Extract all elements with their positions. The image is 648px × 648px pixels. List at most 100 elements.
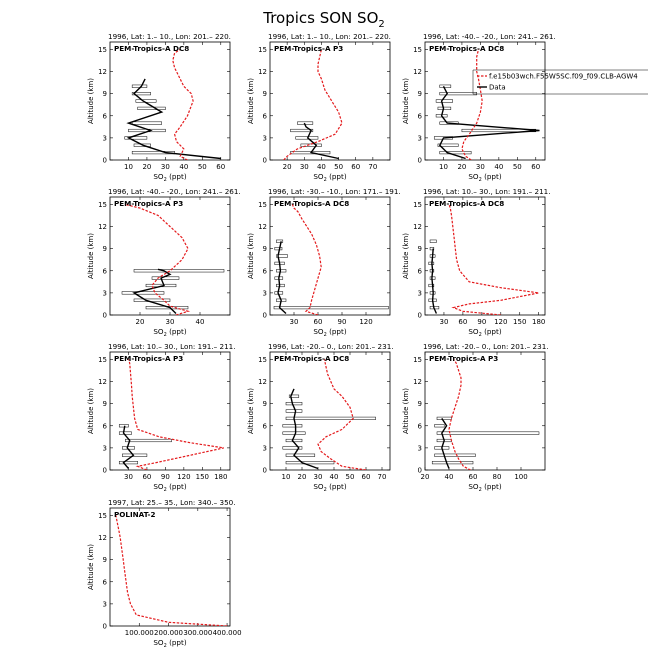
y-tick-label: 6: [418, 267, 423, 275]
x-tick-label: 20: [283, 163, 292, 171]
obs-range-box: [274, 247, 283, 251]
plot-area: [121, 203, 225, 315]
y-tick-label: 15: [413, 201, 422, 209]
model-series-line: [448, 204, 539, 315]
x-axis-label: SO2 (ppt): [468, 172, 501, 183]
y-tick-label: 12: [413, 223, 422, 231]
legend-model-label: f.e15b03wch.F55W5SC.f09_f09.CLB-AGW4: [489, 73, 638, 81]
y-tick-label: 0: [103, 312, 107, 320]
plot-area: [115, 515, 228, 626]
y-tick-label: 15: [258, 356, 267, 364]
obs-range-box: [282, 446, 303, 450]
x-axis-label: SO2 (ppt): [153, 638, 186, 648]
y-tick-label: 12: [258, 223, 267, 231]
obs-range-box: [437, 143, 459, 147]
x-tick-label: 40: [196, 318, 205, 326]
figure-title-main: Tropics SON SO: [262, 9, 378, 27]
y-tick-label: 12: [413, 68, 422, 76]
plot-area: [124, 48, 221, 160]
obs-series-line: [122, 425, 135, 469]
y-tick-label: 0: [263, 157, 267, 165]
obs-range-box: [282, 431, 306, 435]
y-tick-label: 9: [263, 90, 267, 98]
x-tick-label: 60: [216, 163, 225, 171]
panel-5: 1996, Lat: -30.– -10., Lon: 171.– 191. 0 3…: [247, 187, 401, 338]
y-tick-label: 0: [103, 467, 107, 475]
panel-7: 1996, Lat: 10.– 30., Lon: 191.– 211. 0 3 6 9…: [87, 342, 236, 493]
model-series-line: [115, 515, 228, 626]
y-tick-label: 0: [103, 623, 107, 631]
x-tick-label: 30: [314, 473, 323, 481]
obs-range-box: [124, 136, 148, 140]
x-tick-label: 40: [330, 473, 339, 481]
x-tick-label: 20: [136, 318, 145, 326]
panel-header: 1996, Lat: -40.– -20., Lon: 241.– 261.: [108, 187, 241, 196]
panel-3: 1996, Lat: -40.– -20., Lon: 241.– 261. 0 3…: [402, 32, 648, 183]
obs-range-box: [290, 151, 331, 155]
y-axis-label: Altitude (km): [87, 78, 95, 124]
model-series-line: [283, 49, 343, 160]
campaign-label: POLINAT-2: [114, 510, 155, 519]
plot-area: [283, 49, 343, 160]
x-axis-label: SO2 (ppt): [153, 172, 186, 183]
obs-range-box: [133, 269, 225, 273]
plot-frame: [424, 196, 546, 316]
x-tick-label: 120: [494, 318, 507, 326]
y-tick-label: 9: [418, 400, 422, 408]
campaign-label: PEM-Tropics-A DC8: [429, 199, 504, 208]
campaign-label: PEM-Tropics-A DC8: [274, 199, 349, 208]
x-tick-label: 20: [298, 473, 307, 481]
y-tick-label: 12: [98, 223, 107, 231]
obs-range-box: [431, 461, 474, 465]
obs-range-box: [133, 298, 171, 302]
obs-range-box: [428, 283, 435, 288]
plot-frame: [269, 196, 391, 316]
panel-4: 1996, Lat: -40.– -20., Lon: 241.– 261. 0 3…: [87, 187, 241, 338]
panel-header: 1996, Lat: 1.– 10., Lon: 201.– 220.: [268, 32, 391, 41]
model-series-line: [172, 48, 194, 160]
x-axis-label: SO2 (ppt): [313, 172, 346, 183]
figure-title-subscript: 2: [378, 19, 384, 30]
y-tick-label: 6: [103, 578, 108, 586]
obs-range-box: [436, 431, 540, 435]
obs-range-box: [437, 106, 452, 110]
campaign-label: PEM-Tropics-A P3: [429, 354, 498, 363]
x-tick-label: 60: [314, 318, 323, 326]
plot-frame: [424, 41, 546, 161]
y-tick-label: 9: [418, 245, 422, 253]
y-tick-label: 3: [263, 444, 267, 452]
y-tick-label: 6: [263, 112, 268, 120]
x-tick-label: 30: [161, 163, 170, 171]
x-tick-label: 40: [494, 163, 503, 171]
y-axis-label: Altitude (km): [87, 388, 95, 434]
obs-range-box: [122, 453, 148, 457]
obs-range-box: [290, 128, 314, 133]
x-axis-label: SO2 (ppt): [153, 327, 186, 338]
x-tick-label: 100.000: [125, 629, 154, 637]
y-tick-label: 6: [103, 267, 108, 275]
x-tick-label: 10: [282, 473, 291, 481]
y-tick-label: 9: [263, 245, 267, 253]
x-tick-label: 100: [514, 473, 527, 481]
y-tick-label: 12: [413, 378, 422, 386]
x-tick-label: 120: [359, 318, 372, 326]
legend-obs-label: Data: [489, 84, 506, 92]
obs-range-box: [434, 453, 476, 457]
obs-series-line: [303, 122, 339, 160]
panel-header: 1996, Lat: -30.– -10., Lon: 171.– 191.: [268, 187, 401, 196]
x-tick-label: 20: [142, 163, 151, 171]
y-tick-label: 9: [263, 400, 267, 408]
obs-series-line: [290, 388, 319, 470]
plot-area: [118, 359, 224, 470]
y-axis-label: Altitude (km): [402, 388, 410, 434]
x-axis-label: SO2 (ppt): [313, 327, 346, 338]
obs-range-box: [428, 261, 435, 265]
obs-range-box: [429, 239, 437, 243]
panel-header: 1997, Lat: 25.– 35., Lon: 340.– 350.: [108, 498, 236, 507]
model-series-line: [461, 49, 483, 160]
obs-series-line: [438, 85, 540, 160]
y-tick-label: 6: [418, 112, 423, 120]
x-tick-label: 200.000: [154, 629, 183, 637]
obs-range-box: [133, 143, 151, 147]
y-tick-label: 15: [413, 356, 422, 364]
